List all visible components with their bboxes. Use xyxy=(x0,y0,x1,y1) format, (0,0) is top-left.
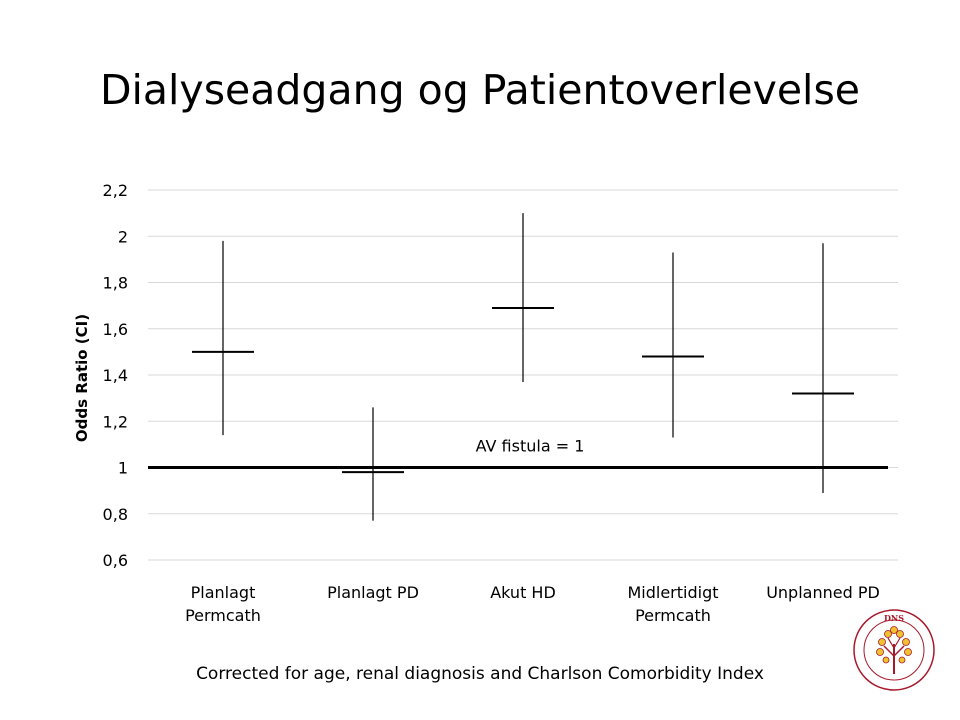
x-tick-label: Midlertidigt Permcath xyxy=(627,583,718,625)
tree-seal-icon xyxy=(876,626,912,674)
error-bars xyxy=(192,213,854,521)
y-tick-label: 0,8 xyxy=(103,505,128,524)
y-tick-label: 0,6 xyxy=(103,551,128,570)
dns-logo: DNS xyxy=(853,609,935,691)
logo-text: DNS xyxy=(884,613,904,623)
x-tick-label: Planlagt Permcath xyxy=(185,583,261,625)
x-axis: Planlagt Permcath Planlagt PD Akut HD Midler… xyxy=(185,583,880,625)
reference-line-group: AV fistula = 1 xyxy=(148,437,888,469)
y-tick-label: 2 xyxy=(118,227,128,246)
x-tick-label: Akut HD xyxy=(490,583,556,602)
x-tick-label: Planlagt PD xyxy=(327,583,419,602)
y-tick-label: 1 xyxy=(118,459,128,478)
x-tick-label: Unplanned PD xyxy=(766,583,880,602)
y-tick-label: 1,2 xyxy=(103,412,128,431)
y-axis: 0,6 0,8 1 1,2 1,4 1,6 1,8 2 2,2 xyxy=(103,181,128,570)
y-tick-label: 1,6 xyxy=(103,320,128,339)
y-tick-label: 1,4 xyxy=(103,366,128,385)
slide-title: Dialyseadgang og Patientoverlevelse xyxy=(99,66,861,114)
y-axis-label: Odds Ratio (CI) xyxy=(73,314,91,442)
y-tick-label: 2,2 xyxy=(103,181,128,200)
y-tick-label: 1,8 xyxy=(103,274,128,293)
footnote: Corrected for age, renal diagnosis and C… xyxy=(196,664,764,684)
reference-line-label: AV fistula = 1 xyxy=(476,437,585,456)
